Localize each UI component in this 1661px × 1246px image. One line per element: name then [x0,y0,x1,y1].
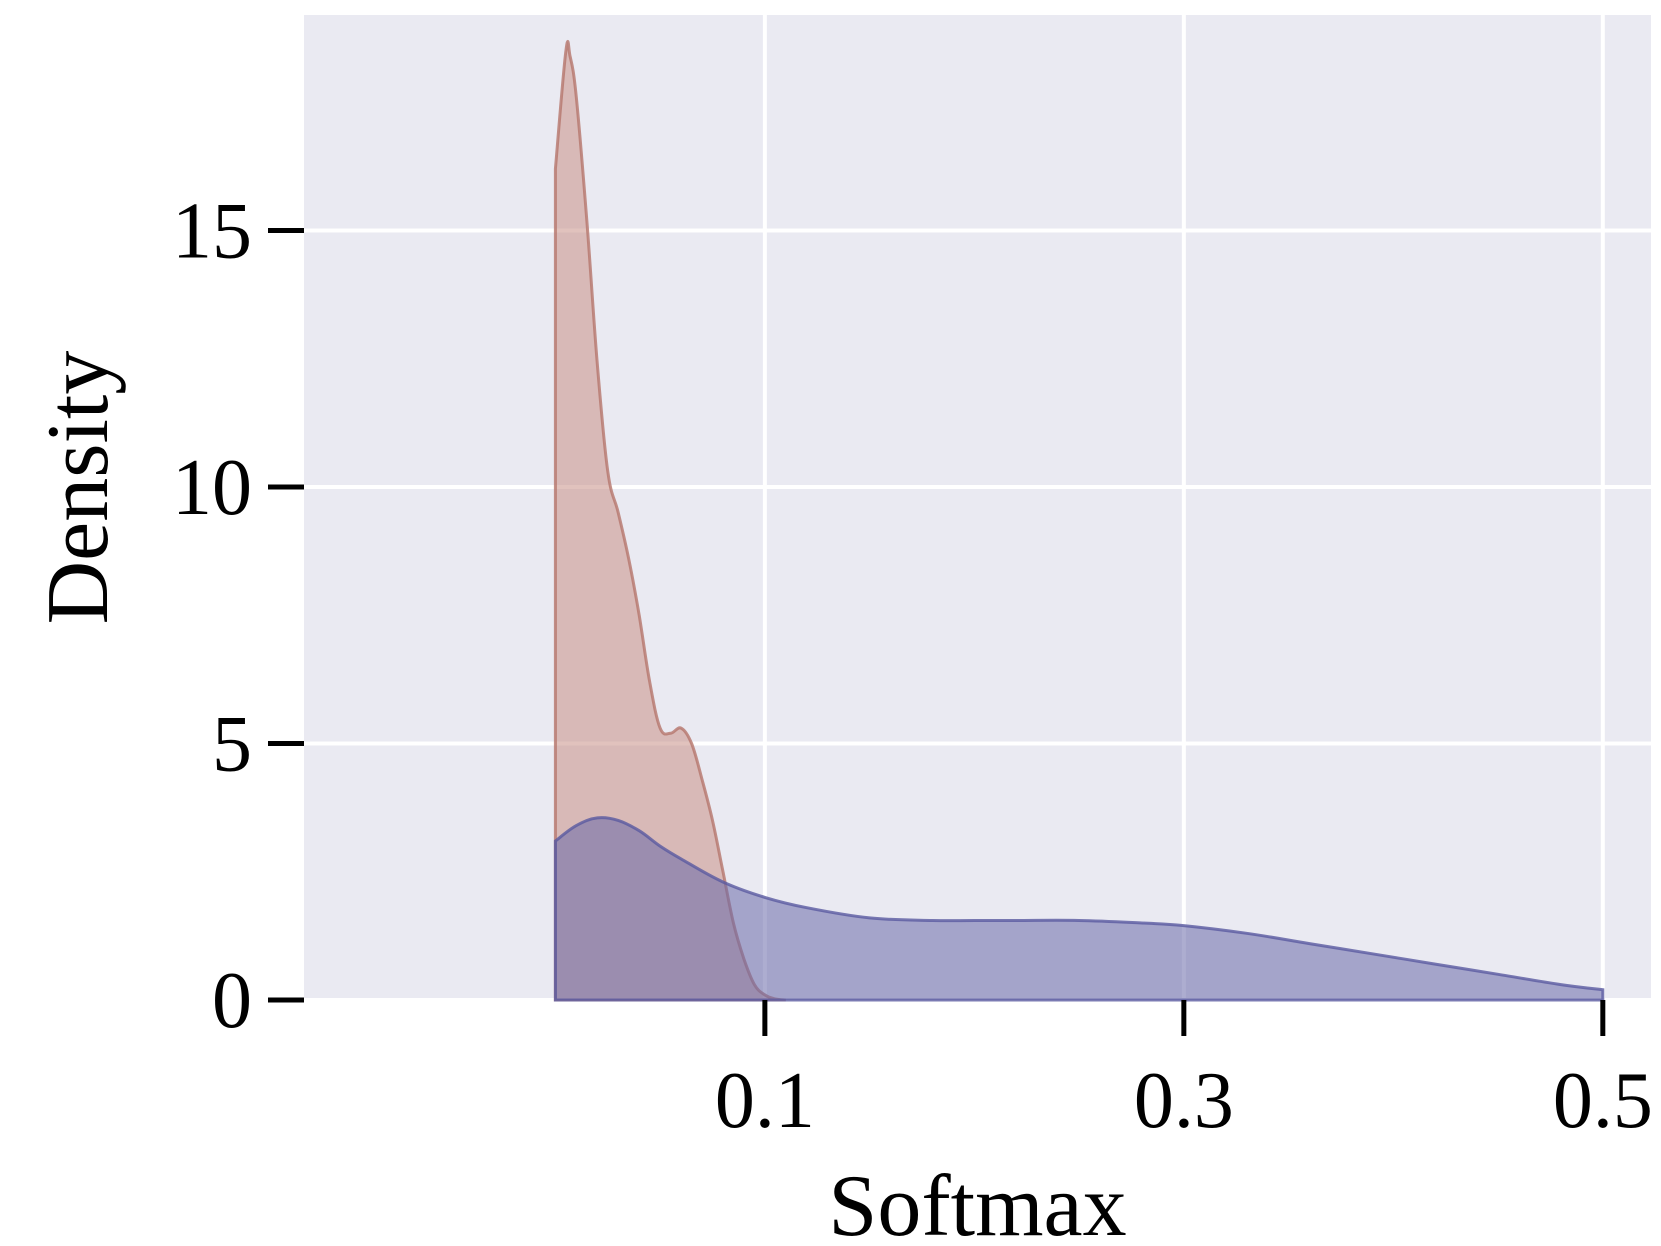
y-axis-title: Density [30,351,127,625]
y-tick-label-0: 0 [212,957,252,1045]
y-tick-label-2: 10 [172,444,252,532]
y-tick-label-3: 15 [172,187,252,275]
x-tick-label-2: 0.5 [1553,1057,1653,1145]
density-areas [553,39,1605,1002]
y-tick-label-1: 5 [212,700,252,788]
grid-lines [304,15,1651,1002]
x-tick-label-1: 0.3 [1134,1057,1234,1145]
x-axis-title: Softmax [828,1158,1126,1246]
plot-background [304,15,1651,1000]
x-tick-label-0: 0.1 [715,1057,815,1145]
axis-ticks: 0.1 0.3 0.5 0 5 10 15 [172,187,1653,1145]
density-area-2 [553,816,1605,1002]
